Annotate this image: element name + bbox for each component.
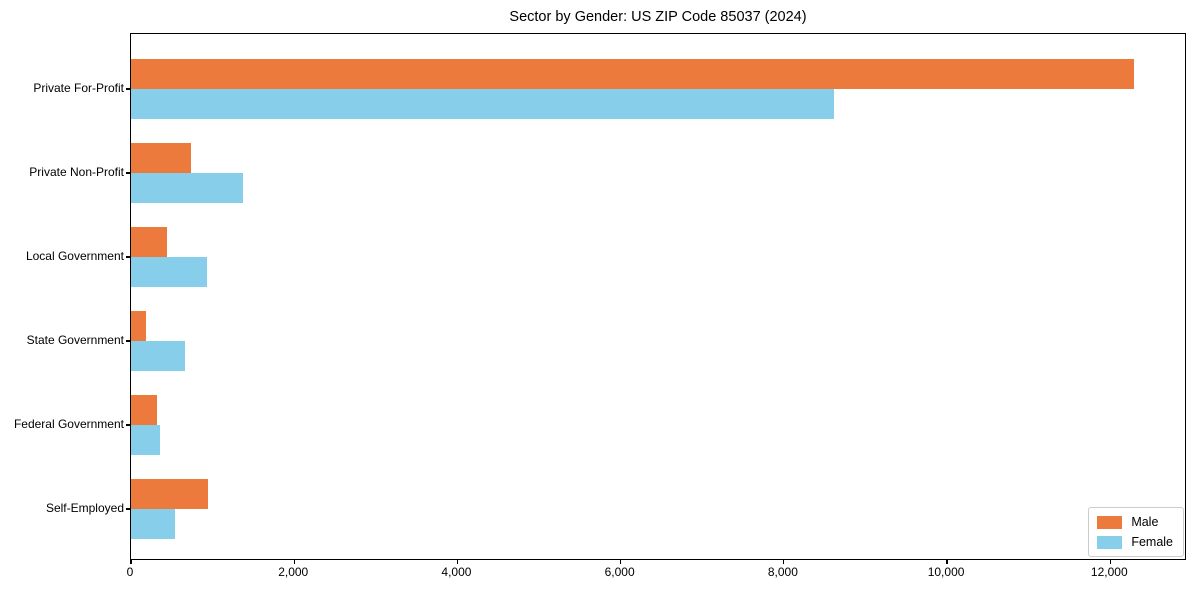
y-axis-label-local-government: Local Government (25, 249, 124, 263)
bar-female-state-government (131, 341, 185, 371)
y-axis-label-federal-government: Federal Government (13, 417, 124, 431)
bar-female-private-for-profit (131, 89, 834, 119)
y-tick-mark (126, 256, 131, 258)
x-tick-mark (130, 559, 132, 564)
bar-male-federal-government (131, 395, 158, 425)
bar-male-self-employed (131, 479, 208, 509)
x-axis-label-12000: 12,000 (1090, 565, 1128, 579)
bar-female-self-employed (131, 509, 175, 539)
x-axis-label-2000: 2,000 (278, 565, 309, 579)
bar-female-local-government (131, 257, 207, 287)
legend: Male Female (1088, 507, 1184, 557)
chart-title: Sector by Gender: US ZIP Code 85037 (202… (509, 9, 807, 25)
y-tick-mark (126, 508, 131, 510)
x-tick-mark (946, 559, 948, 564)
male-series-swatch (1097, 515, 1123, 529)
bar-male-local-government (131, 227, 167, 257)
female-series-swatch (1097, 535, 1123, 549)
x-axis-label-4000: 4,000 (441, 565, 472, 579)
y-tick-mark (126, 424, 131, 426)
x-axis-label-8000: 8,000 (767, 565, 798, 579)
plot-area (126, 33, 1186, 564)
legend-label-female: Female (1131, 535, 1173, 549)
y-axis-label-self-employed: Self-Employed (45, 501, 124, 515)
y-tick-mark (126, 88, 131, 90)
bar-female-federal-government (131, 425, 160, 455)
bar-male-state-government (131, 311, 147, 341)
x-tick-mark (783, 559, 785, 564)
y-tick-mark (126, 172, 131, 174)
y-axis-label-private-for-profit: Private For-Profit (33, 81, 124, 95)
x-tick-mark (620, 559, 622, 564)
legend-item-female: Female (1097, 535, 1173, 549)
x-tick-mark (293, 559, 295, 564)
bar-female-private-non-profit (131, 173, 243, 203)
y-axis-label-private-non-profit: Private Non-Profit (29, 165, 124, 179)
x-axis-label-10000: 10,000 (927, 565, 965, 579)
y-axis-label-state-government: State Government (26, 333, 124, 347)
legend-label-male: Male (1131, 515, 1159, 529)
x-tick-mark (456, 559, 459, 564)
x-tick-mark (1109, 559, 1111, 564)
legend-item-male: Male (1097, 515, 1173, 529)
x-axis-label-0: 0 (126, 565, 134, 579)
y-tick-mark (126, 340, 131, 342)
bar-male-private-non-profit (131, 143, 192, 173)
bar-male-private-for-profit (131, 59, 1134, 89)
x-axis-label-6000: 6,000 (604, 565, 635, 579)
